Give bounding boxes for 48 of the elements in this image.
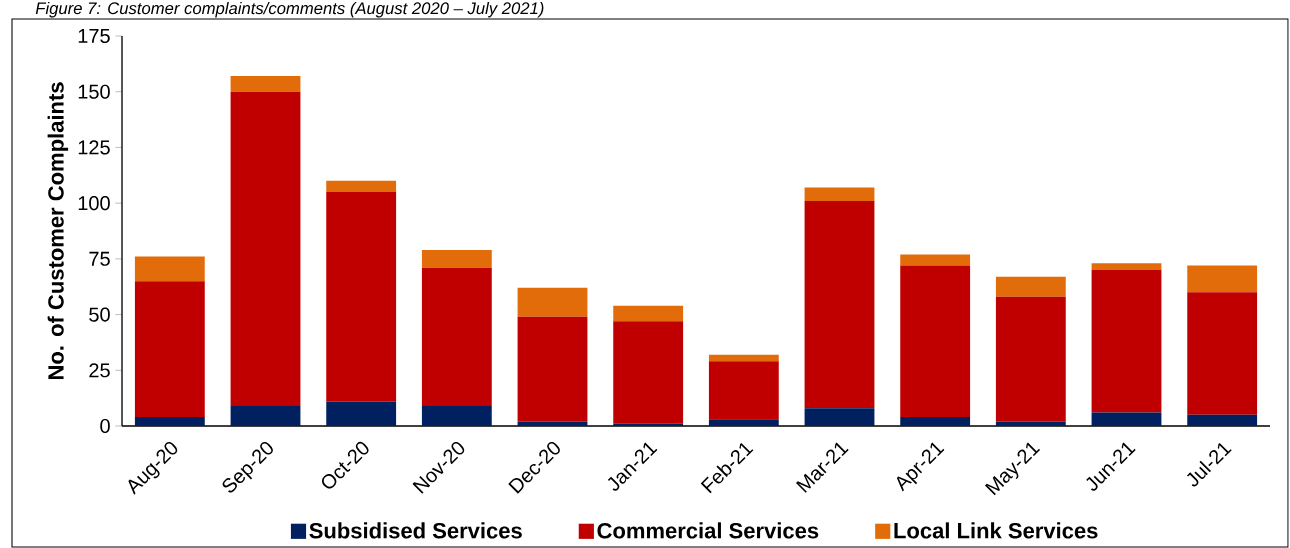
y-tick-label: 150: [78, 84, 110, 99]
y-tick-label: 0: [100, 418, 110, 434]
bar: [421, 267, 492, 406]
legend-label: Commercial Services: [597, 522, 819, 539]
bar: [900, 417, 971, 426]
bar: [1187, 414, 1258, 426]
bar: [134, 256, 205, 282]
y-tick-label: 75: [89, 251, 110, 266]
bar: [1091, 269, 1162, 413]
y-tick-label: 25: [89, 363, 110, 378]
chart-title: Figure 7: Customer complaints/comments (August 2020 – July 2021): [35, 1, 544, 18]
y-axis-title: No. of Customer Complaints: [47, 82, 69, 380]
bar: [134, 417, 205, 426]
bar: [230, 91, 301, 406]
bar: [326, 180, 397, 192]
bar: [517, 316, 588, 422]
bar: [995, 421, 1066, 426]
bar: [1091, 412, 1162, 426]
bar: [421, 405, 492, 426]
bar: [1187, 265, 1258, 293]
bar: [1187, 292, 1258, 415]
y-tick-label: 100: [78, 196, 110, 211]
legend-label: Local Link Services: [894, 522, 1098, 539]
bar: [708, 354, 779, 362]
bar: [995, 276, 1066, 297]
legend-label: Subsidised Services: [309, 522, 522, 539]
bar: [230, 76, 301, 92]
bar: [134, 281, 205, 418]
bar: [326, 192, 397, 402]
bar: [804, 200, 875, 409]
bar: [230, 405, 301, 426]
y-tick-label: 50: [89, 307, 110, 322]
bar: [900, 254, 971, 266]
bar: [995, 296, 1066, 422]
y-tick-label: 175: [78, 29, 110, 43]
bar: [1091, 263, 1162, 270]
bar: [804, 187, 875, 201]
bar: [517, 287, 588, 317]
bar: [708, 419, 779, 426]
bar: [708, 361, 779, 420]
bar: [613, 305, 684, 322]
bar: [613, 423, 684, 426]
y-tick-label: 125: [78, 140, 110, 155]
bar: [613, 321, 684, 424]
bar: [326, 401, 397, 426]
bar: [804, 408, 875, 426]
bar: [421, 249, 492, 268]
bar: [900, 265, 971, 418]
